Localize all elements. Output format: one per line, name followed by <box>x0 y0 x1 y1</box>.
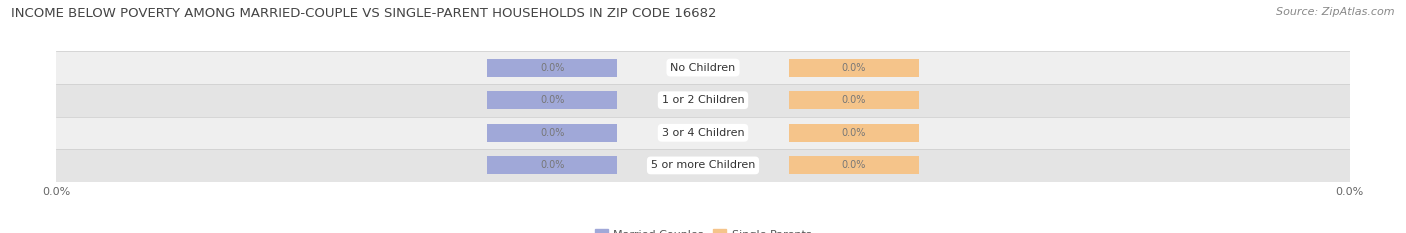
Text: 0.0%: 0.0% <box>540 63 564 72</box>
Text: 5 or more Children: 5 or more Children <box>651 161 755 170</box>
Text: No Children: No Children <box>671 63 735 72</box>
Bar <box>789 124 918 142</box>
Bar <box>56 84 1350 116</box>
Text: INCOME BELOW POVERTY AMONG MARRIED-COUPLE VS SINGLE-PARENT HOUSEHOLDS IN ZIP COD: INCOME BELOW POVERTY AMONG MARRIED-COUPL… <box>11 7 717 20</box>
Legend: Married Couples, Single Parents: Married Couples, Single Parents <box>591 225 815 233</box>
Text: 1 or 2 Children: 1 or 2 Children <box>662 95 744 105</box>
Bar <box>488 58 617 76</box>
Text: 0.0%: 0.0% <box>842 95 866 105</box>
Text: 0.0%: 0.0% <box>540 128 564 138</box>
Text: 0.0%: 0.0% <box>842 63 866 72</box>
Text: 0.0%: 0.0% <box>842 128 866 138</box>
Bar <box>488 91 617 109</box>
Bar <box>488 157 617 174</box>
Text: Source: ZipAtlas.com: Source: ZipAtlas.com <box>1277 7 1395 17</box>
Bar <box>56 116 1350 149</box>
Text: 3 or 4 Children: 3 or 4 Children <box>662 128 744 138</box>
Text: 0.0%: 0.0% <box>842 161 866 170</box>
Bar <box>488 124 617 142</box>
Bar <box>56 149 1350 182</box>
Text: 0.0%: 0.0% <box>540 161 564 170</box>
Bar <box>56 51 1350 84</box>
Bar <box>789 91 918 109</box>
Text: 0.0%: 0.0% <box>540 95 564 105</box>
Bar <box>789 157 918 174</box>
Bar <box>789 58 918 76</box>
